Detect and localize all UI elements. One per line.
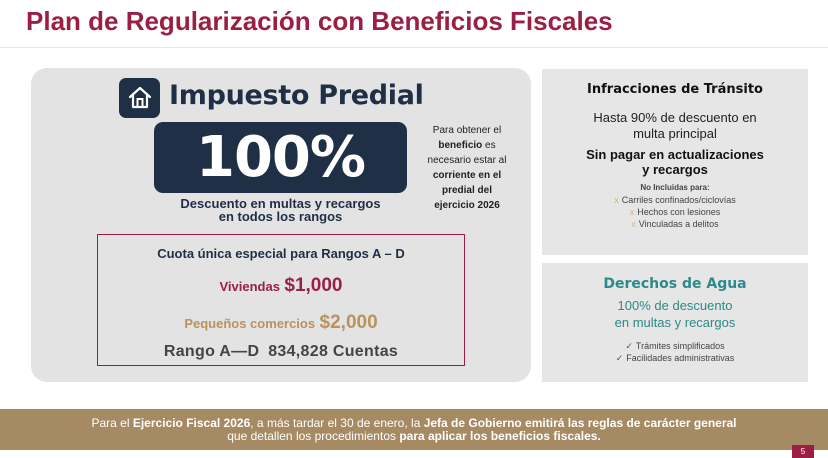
predial-heading: Impuesto Predial — [169, 80, 424, 111]
exclusion-text: Carriles confinados/ciclovías — [621, 195, 736, 205]
note-line: beneficio es — [415, 138, 519, 153]
header-divider — [0, 47, 828, 48]
agua-panel: Derechos de Agua 100% de descuento en mu… — [542, 263, 808, 382]
exclusion-item: x Vinculadas a delitos — [542, 219, 808, 230]
discount-badge: 100% — [154, 122, 407, 193]
viviendas-label: Viviendas — [219, 279, 280, 294]
x-mark-icon: x — [629, 207, 635, 217]
footer-bold: Ejercicio Fiscal 2026 — [132, 415, 251, 430]
page-number: 5 — [792, 445, 814, 458]
footer-text: que detallen los procedimientos — [227, 428, 400, 443]
agua-item: ✓ Facilidades administrativas — [542, 353, 808, 364]
exclusion-text: Hechos con lesiones — [637, 207, 721, 217]
footer-banner: Para el Ejercicio Fiscal 2026, a más tar… — [0, 409, 828, 450]
agua-item-text: Facilidades administrativas — [626, 353, 735, 363]
exclusion-text: Vinculadas a delitos — [638, 219, 719, 229]
cuota-box: Cuota única especial para Rangos A – D V… — [97, 234, 465, 366]
agua-item: ✓ Trámites simplificados — [542, 341, 808, 352]
predial-desc-line2: en todos los rangos — [218, 209, 343, 224]
rango-count: 834,828 Cuentas — [268, 343, 399, 360]
page-title: Plan de Regularización con Beneficios Fi… — [26, 6, 613, 36]
rango-label: Rango A—D — [163, 343, 260, 360]
note-rest: es — [482, 140, 496, 151]
transito-desc-line2: multa principal — [633, 126, 717, 141]
viviendas-row: Viviendas $1,000 — [98, 275, 464, 297]
agua-title: Derechos de Agua — [603, 276, 747, 292]
house-icon — [119, 78, 160, 118]
agua-item-text: Trámites simplificados — [635, 341, 725, 351]
agua-desc-line2: en multas y recargos — [614, 315, 736, 330]
note-line: Para obtener el — [432, 125, 502, 136]
footer-bold: Jefa de Gobierno emitirá las reglas de c… — [423, 415, 737, 430]
discount-percent: 100% — [195, 124, 366, 190]
pequenos-amount: $2,000 — [319, 312, 378, 333]
exclusion-item: x Carriles confinados/ciclovías — [542, 195, 808, 206]
footer-bold: para aplicar los beneficios fiscales. — [399, 428, 601, 443]
note-bold: beneficio — [438, 140, 483, 151]
footer-line2: que detallen los procedimientos para apl… — [227, 428, 601, 443]
transito-sin-line2: y recargos — [642, 162, 708, 177]
rango-row: Rango A—D 834,828 Cuentas — [98, 343, 464, 361]
footer-text: , a más tardar el 30 de enero, la — [250, 415, 424, 430]
x-mark-icon: x — [614, 195, 619, 205]
predial-desc-line1: Descuento en multas y recargos — [180, 196, 381, 211]
pequenos-label: Pequeños comercios — [184, 316, 316, 331]
pequenos-row: Pequeños comercios $2,000 — [98, 312, 464, 334]
x-mark-icon: x — [631, 219, 636, 229]
note-line: corriente en el — [432, 170, 502, 181]
transito-panel: Infracciones de Tránsito Hasta 90% de de… — [542, 69, 808, 255]
footer-line1: Para el Ejercicio Fiscal 2026, a más tar… — [91, 415, 737, 430]
transito-sin-line1: Sin pagar en actualizaciones — [586, 147, 764, 162]
predial-panel — [31, 68, 531, 382]
footer-text: Para el — [91, 415, 133, 430]
note-line: ejercicio 2026 — [434, 200, 500, 211]
predial-requirement-note: Para obtener el beneficio es necesario e… — [415, 123, 519, 213]
check-icon: ✓ — [615, 353, 624, 363]
check-icon: ✓ — [625, 341, 633, 351]
note-line: necesario estar al — [427, 155, 507, 166]
transito-desc-line1: Hasta 90% de descuento en — [593, 110, 757, 125]
no-incluidas-label: No Incluidas para: — [640, 183, 710, 192]
cuota-title: Cuota única especial para Rangos A – D — [157, 246, 405, 261]
exclusion-item: x Hechos con lesiones — [542, 207, 808, 218]
viviendas-amount: $1,000 — [284, 275, 343, 296]
transito-title: Infracciones de Tránsito — [587, 82, 763, 97]
agua-desc-line1: 100% de descuento — [617, 298, 733, 313]
note-line: predial del — [441, 185, 492, 196]
